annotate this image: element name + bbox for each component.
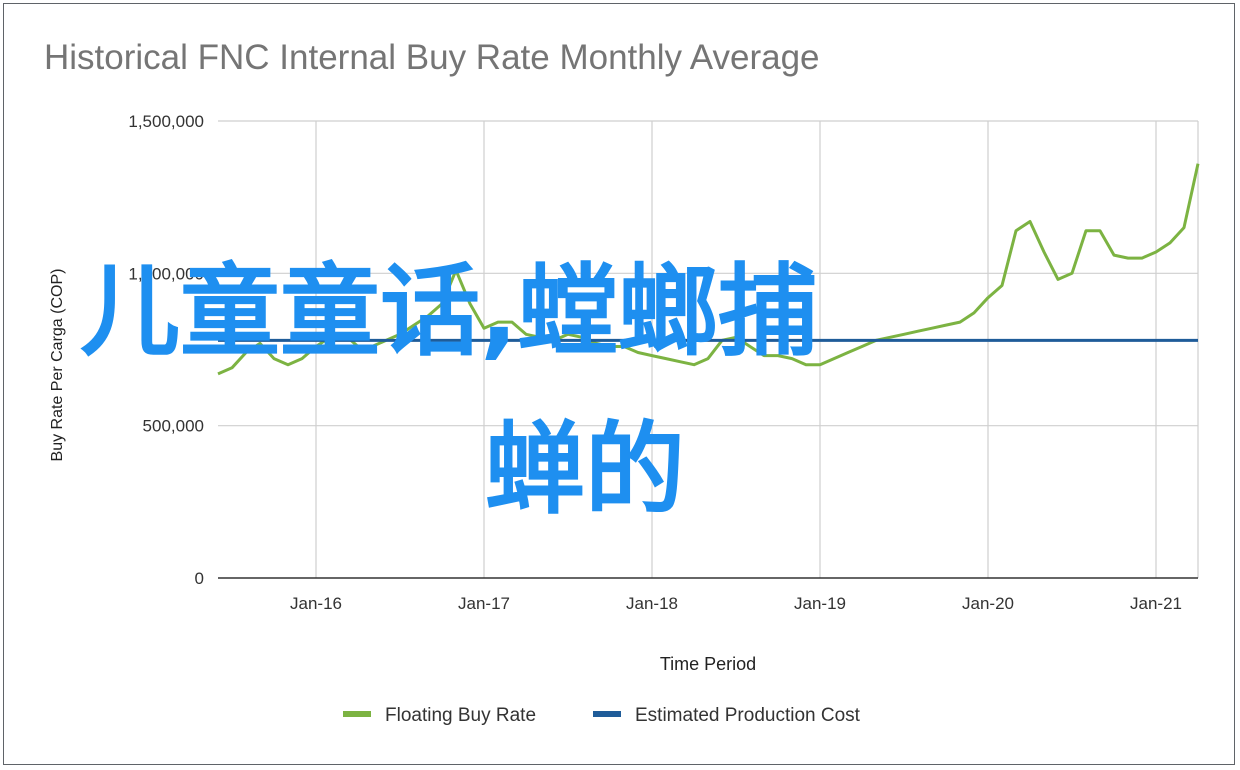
y-tick-label: 1,500,000	[128, 112, 204, 131]
legend-swatch	[593, 711, 621, 717]
legend-label: Estimated Production Cost	[635, 705, 861, 726]
legend-label: Floating Buy Rate	[385, 705, 536, 726]
legend: Floating Buy Rate Estimated Production Co…	[343, 705, 861, 726]
y-axis-label: Buy Rate Per Carga (COP)	[49, 269, 66, 462]
tick-labels: 0 500,000 1,000,000 1,500,000 Jan-16 Jan-17 Ja…	[128, 112, 1182, 613]
series-lines	[217, 163, 1200, 376]
y-tick-label: 1,000,000	[128, 264, 204, 283]
x-axis-label: Time Period	[660, 654, 756, 674]
x-tick-label: Jan-18	[626, 594, 678, 613]
x-tick-label: Jan-19	[794, 594, 846, 613]
chart-frame	[3, 3, 1235, 765]
x-tick-label: Jan-21	[1130, 594, 1182, 613]
series-line-floating-buy-rate	[217, 163, 1200, 376]
x-tick-label: Jan-17	[458, 594, 510, 613]
grid-lines	[218, 120, 1199, 578]
chart-title: Historical FNC Internal Buy Rate Monthly…	[44, 38, 820, 77]
x-tick-label: Jan-20	[962, 594, 1014, 613]
x-tick-label: Jan-16	[290, 594, 342, 613]
y-tick-label: 500,000	[143, 417, 204, 436]
legend-swatch	[343, 711, 371, 717]
y-tick-label: 0	[195, 569, 204, 588]
